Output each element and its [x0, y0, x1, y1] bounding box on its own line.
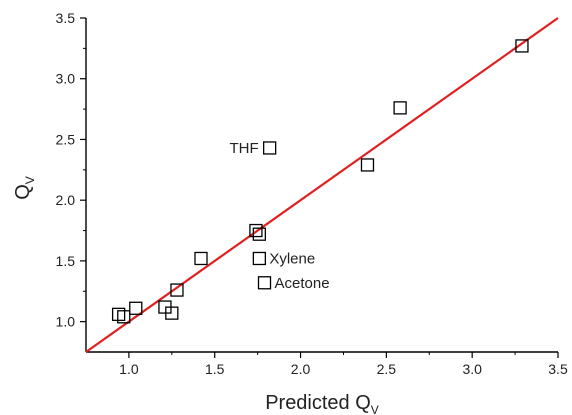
- point-annotation: Xylene: [269, 250, 315, 267]
- data-point: [165, 306, 179, 320]
- data-point: [117, 310, 131, 324]
- y-tick-label: 1.0: [56, 314, 76, 330]
- y-axis-ticks: 1.0 1.5 2.0 2.5 3.0 3.5: [56, 10, 86, 330]
- data-point: [252, 251, 267, 266]
- fit-line-group: [85, 17, 559, 353]
- data-point: [129, 301, 143, 315]
- y-tick-label: 2.5: [56, 131, 76, 147]
- data-point: [263, 141, 277, 155]
- data-point: [249, 223, 263, 238]
- x-tick-label: 2.5: [377, 361, 397, 377]
- data-point: [194, 251, 208, 266]
- data-point: [515, 39, 529, 53]
- data-point: [360, 158, 375, 172]
- point-annotation: Acetone: [275, 275, 330, 292]
- x-tick-label: 1.5: [205, 361, 225, 377]
- x-tick-label: 3.5: [548, 361, 568, 377]
- data-point: [170, 283, 184, 297]
- point-annotation: THF: [229, 140, 258, 157]
- y-tick-label: 2.0: [56, 192, 76, 208]
- data-points: [111, 39, 529, 324]
- fit-line: [85, 17, 559, 353]
- y-tick-label: 3.0: [56, 71, 76, 87]
- x-axis-ticks: 1.0 1.5 2.0 2.5 3.0 3.5: [119, 352, 568, 377]
- x-axis-title: Predicted QV: [265, 392, 379, 415]
- data-point: [111, 307, 126, 321]
- data-point: [257, 276, 272, 290]
- y-axis-title: QV: [12, 176, 37, 200]
- axes: [85, 18, 558, 353]
- x-tick-label: 1.0: [119, 361, 139, 377]
- annotations: THF Xylene Acetone: [229, 140, 329, 292]
- y-tick-label: 3.5: [56, 10, 76, 26]
- x-tick-label: 2.0: [291, 361, 311, 377]
- data-point: [393, 101, 407, 115]
- x-tick-label: 3.0: [462, 361, 482, 377]
- y-tick-label: 1.5: [56, 253, 76, 269]
- data-point: [252, 227, 267, 241]
